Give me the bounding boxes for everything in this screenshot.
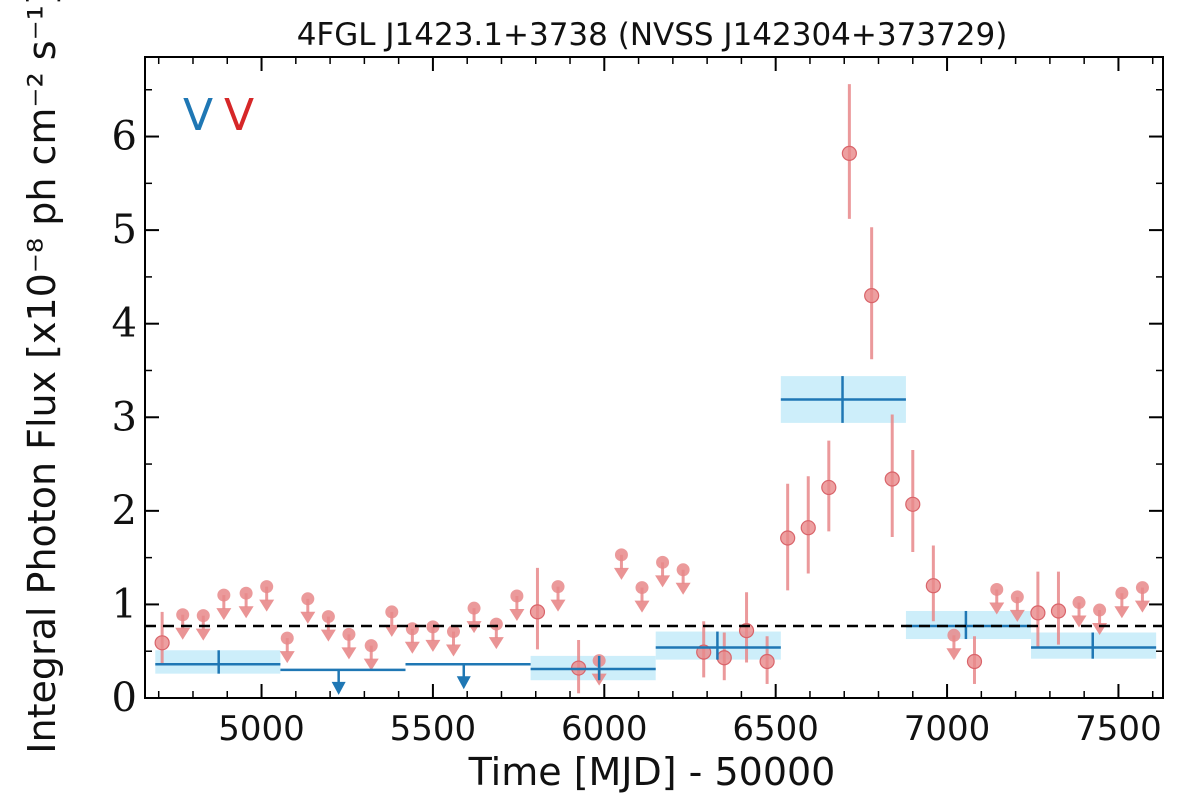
short-bin-upper-limit-arrow bbox=[1134, 600, 1150, 613]
legend-entry-long-bins: V bbox=[183, 90, 213, 141]
short-bin-point bbox=[925, 578, 941, 594]
short-bin-upper-limit-point bbox=[1093, 603, 1107, 617]
short-bin-upper-limit-arrow bbox=[509, 609, 525, 622]
short-bin-upper-limit-arrow bbox=[655, 575, 671, 588]
x-tick-label: 6000 bbox=[561, 709, 648, 749]
y-axis-label: Integral Photon Flux [x10⁻⁸ ph cm⁻² s⁻¹] bbox=[20, 0, 64, 754]
short-bin-upper-limit-point bbox=[676, 563, 690, 577]
short-bin-upper-limit-point bbox=[947, 628, 961, 642]
y-tick-label: 4 bbox=[112, 301, 137, 347]
short-bin-upper-limit-arrow bbox=[425, 639, 441, 652]
short-bin-upper-limit-point bbox=[551, 580, 565, 594]
x-tick-label: 7000 bbox=[904, 709, 991, 749]
short-bin-upper-limit-point bbox=[489, 617, 503, 631]
short-bin-upper-limit-point bbox=[635, 581, 649, 595]
short-bin-upper-limit-arrow bbox=[445, 644, 461, 657]
short-bin-point bbox=[154, 635, 170, 651]
legend-entry-short-bins: V bbox=[224, 90, 254, 141]
short-bin-upper-limit-point bbox=[510, 589, 524, 603]
short-bin-upper-limit-arrow bbox=[634, 600, 650, 613]
short-bin-upper-limit-point bbox=[342, 627, 356, 641]
short-bin-point bbox=[1050, 603, 1067, 619]
short-bin-upper-limit-arrow bbox=[488, 637, 504, 650]
short-bin-point bbox=[864, 288, 880, 304]
short-bin-upper-limit-point bbox=[176, 608, 190, 622]
short-bin-upper-limit-arrow bbox=[1114, 606, 1130, 619]
short-bin-upper-limit-point bbox=[364, 639, 378, 653]
short-bin-upper-limit-arrow bbox=[675, 582, 691, 595]
short-bin-upper-limit-arrow bbox=[946, 648, 962, 661]
y-tick-label: 1 bbox=[112, 581, 137, 627]
y-tick-label: 6 bbox=[112, 114, 137, 160]
y-tick-label: 2 bbox=[112, 488, 137, 534]
short-bin-upper-limit-arrow bbox=[363, 658, 379, 671]
chart-title: 4FGL J1423.1+3738 (NVSS J142304+373729) bbox=[297, 17, 1008, 53]
x-tick-label: 5500 bbox=[390, 709, 477, 749]
short-bin-upper-limit-point bbox=[614, 548, 628, 562]
short-bin-point bbox=[800, 520, 816, 536]
x-tick-label: 5000 bbox=[218, 709, 305, 749]
short-bin-upper-limit-point bbox=[239, 586, 253, 600]
short-bin-upper-limit-point bbox=[196, 609, 210, 623]
short-bin-upper-limit-point bbox=[1010, 590, 1024, 604]
short-bin-upper-limit-point bbox=[1072, 596, 1086, 610]
short-bin-upper-limit-arrow bbox=[279, 651, 295, 664]
x-tick-label: 7500 bbox=[1075, 709, 1162, 749]
short-bin-upper-limit-point bbox=[405, 622, 419, 636]
short-bin-point bbox=[884, 471, 900, 487]
y-tick-label: 3 bbox=[112, 394, 137, 440]
short-bin-upper-limit-point bbox=[1115, 586, 1129, 600]
short-bin-upper-limit-arrow bbox=[238, 606, 254, 619]
long-bin-error-bands bbox=[155, 376, 1157, 681]
legend: V V bbox=[183, 90, 254, 141]
short-bin-point bbox=[905, 496, 921, 512]
short-bin-upper-limit-arrow bbox=[216, 608, 232, 621]
short-bin-point bbox=[529, 604, 546, 620]
x-axis-label: Time [MJD] - 50000 bbox=[468, 750, 836, 794]
short-bin-point bbox=[966, 653, 983, 670]
short-bin-upper-limit-point bbox=[446, 625, 460, 639]
short-bin-points bbox=[154, 84, 1150, 694]
short-bin-upper-limit-arrow bbox=[613, 567, 629, 580]
x-tick-label: 6500 bbox=[732, 709, 819, 749]
short-bin-upper-limit-arrow bbox=[989, 602, 1005, 615]
short-bin-upper-limit-point bbox=[301, 592, 315, 606]
y-tick-label: 5 bbox=[112, 207, 137, 253]
plot-frame bbox=[144, 56, 1164, 699]
short-bin-upper-limit-point bbox=[990, 582, 1004, 596]
short-bin-upper-limit-arrow bbox=[300, 611, 316, 624]
short-bin-upper-limit-arrow bbox=[341, 647, 357, 660]
short-bin-upper-limit-point bbox=[656, 555, 670, 569]
short-bin-upper-limit-arrow bbox=[320, 629, 336, 642]
y-tick-label: 0 bbox=[112, 675, 137, 721]
short-bin-upper-limit-point bbox=[467, 601, 481, 615]
short-bin-upper-limit-point bbox=[321, 610, 335, 624]
short-bin-upper-limit-arrow bbox=[175, 627, 191, 640]
short-bin-upper-limit-point bbox=[1135, 581, 1149, 595]
short-bin-upper-limit-point bbox=[217, 588, 231, 602]
short-bin-upper-limit-arrow bbox=[1009, 609, 1025, 622]
short-bin-upper-limit-point bbox=[385, 605, 399, 619]
short-bin-point bbox=[716, 650, 732, 666]
short-bin-upper-limit-point bbox=[280, 631, 294, 645]
short-bin-point bbox=[759, 653, 775, 670]
short-bin-upper-limit-arrow bbox=[1071, 615, 1087, 628]
axis-ticks: 5000 5500 6000 6500 7000 7500 0 1 2 3 4 5 6 bbox=[112, 57, 1163, 749]
short-bin-point bbox=[841, 145, 857, 161]
short-bin-upper-limit-point bbox=[426, 620, 440, 634]
short-bin-point bbox=[821, 479, 837, 496]
short-bin-upper-limit-arrow bbox=[550, 599, 566, 612]
long-bin-upper-limit-arrow bbox=[331, 681, 346, 695]
short-bin-upper-limit-point bbox=[260, 580, 274, 594]
short-bin-upper-limit-arrow bbox=[259, 599, 275, 612]
short-bin-point bbox=[1030, 605, 1046, 621]
short-bin-point bbox=[780, 530, 796, 546]
short-bin-upper-limit-arrow bbox=[195, 628, 211, 641]
short-bin-upper-limit-arrow bbox=[404, 641, 420, 654]
long-bin-points bbox=[155, 376, 1157, 695]
long-bin-upper-limit-arrow bbox=[456, 676, 471, 690]
short-bin-upper-limit-arrow bbox=[384, 624, 400, 637]
